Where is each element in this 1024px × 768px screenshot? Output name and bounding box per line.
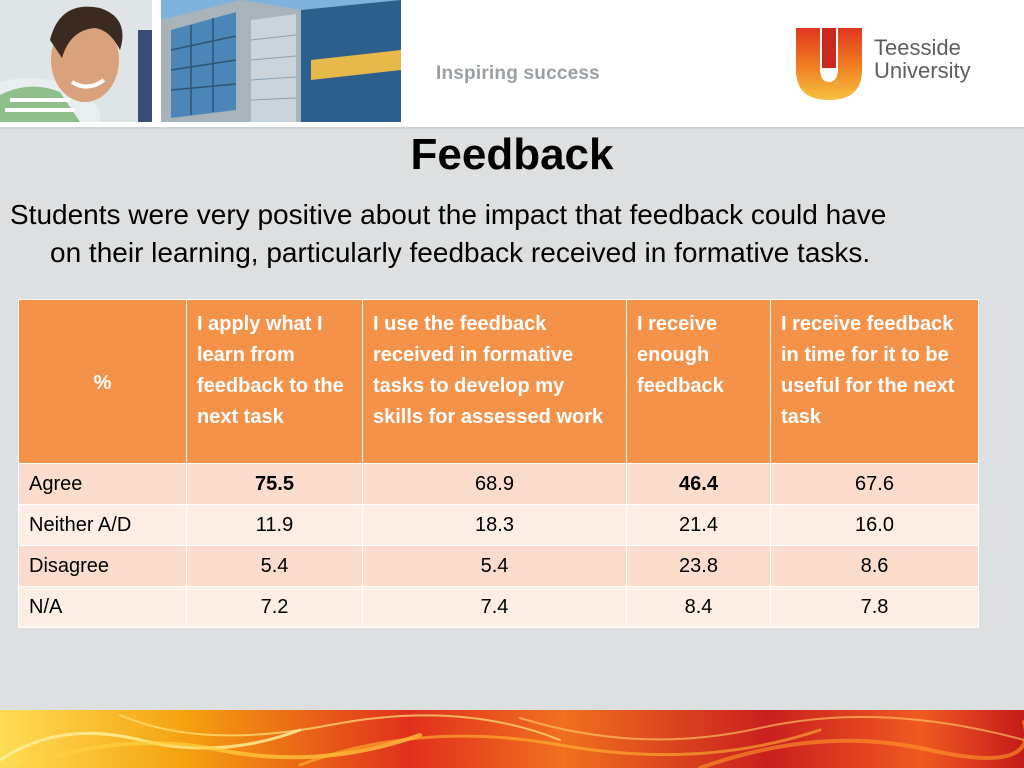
table-cell: 7.2 xyxy=(186,586,363,628)
table-cell: 67.6 xyxy=(770,463,979,505)
table-row: Agree 75.5 68.9 46.4 67.6 xyxy=(18,463,979,505)
header-percent: % xyxy=(18,299,187,464)
intro-line-1: Students were very positive about the im… xyxy=(10,199,887,230)
row-label: Neither A/D xyxy=(18,504,187,546)
table-cell: 5.4 xyxy=(362,545,627,587)
logo-word-2: University xyxy=(874,58,971,83)
table-cell: 18.3 xyxy=(362,504,627,546)
logo-word-1: Teesside xyxy=(874,35,961,60)
table-cell: 68.9 xyxy=(362,463,627,505)
logo-wordmark: Teesside University xyxy=(874,36,971,82)
table-cell: 21.4 xyxy=(626,504,771,546)
flame-pattern-icon xyxy=(0,714,1024,768)
table-cell: 11.9 xyxy=(186,504,363,546)
table-cell: 16.0 xyxy=(770,504,979,546)
table-cell: 5.4 xyxy=(186,545,363,587)
table-cell: 75.5 xyxy=(186,463,363,505)
header-apply: I apply what I learn from feedback to th… xyxy=(186,299,363,464)
table-cell: 8.4 xyxy=(626,586,771,628)
student-photo xyxy=(0,0,152,122)
row-label: Disagree xyxy=(18,545,187,587)
university-logo: Teesside University xyxy=(794,24,994,104)
row-label: Agree xyxy=(18,463,187,505)
table-cell: 7.4 xyxy=(362,586,627,628)
feedback-table: % I apply what I learn from feedback to … xyxy=(18,299,979,628)
building-photo xyxy=(161,0,401,122)
header-enough: I receive enough feedback xyxy=(626,299,771,464)
table-header-row: % I apply what I learn from feedback to … xyxy=(18,299,979,464)
table-row: Neither A/D 11.9 18.3 21.4 16.0 xyxy=(18,504,979,546)
university-crest-icon xyxy=(796,28,862,100)
row-label: N/A xyxy=(18,586,187,628)
slide-title: Feedback xyxy=(410,130,614,179)
table-cell: 8.6 xyxy=(770,545,979,587)
flame-footer-strip xyxy=(0,710,1024,768)
header-use-formative: I use the feedback received in formative… xyxy=(362,299,627,464)
table-cell: 23.8 xyxy=(626,545,771,587)
table-row: N/A 7.2 7.4 8.4 7.8 xyxy=(18,586,979,628)
slide-intro: Students were very positive about the im… xyxy=(10,196,1010,272)
table-row: Disagree 5.4 5.4 23.8 8.6 xyxy=(18,545,979,587)
tagline: Inspiring success xyxy=(436,63,600,84)
table-cell: 7.8 xyxy=(770,586,979,628)
table-cell: 46.4 xyxy=(626,463,771,505)
intro-line-2: on their learning, particularly feedback… xyxy=(50,237,871,268)
slide-header: Inspiring success Teesside University xyxy=(0,0,1024,129)
header-in-time: I receive feedback in time for it to be … xyxy=(770,299,979,464)
